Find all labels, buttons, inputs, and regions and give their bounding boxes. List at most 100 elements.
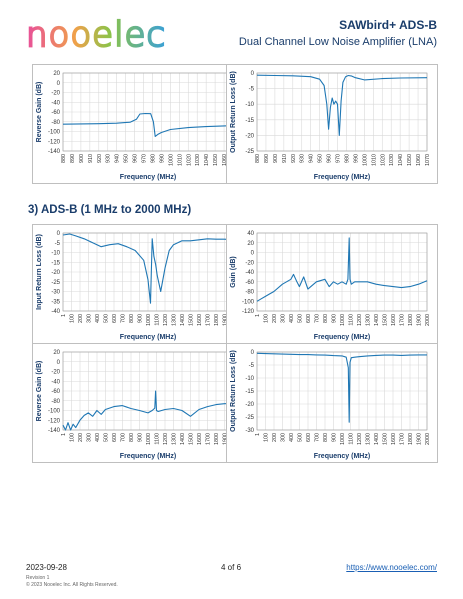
y-tick-label: -40: [51, 379, 60, 385]
x-tick-label: 1: [61, 314, 67, 317]
plot-area: [256, 232, 428, 312]
x-tick-label: 1300: [172, 314, 178, 326]
section-heading: 3) ADS-B (1 MHz to 2000 MHz): [28, 204, 192, 216]
x-tick-label: 920: [291, 154, 297, 163]
x-tick-label: 600: [306, 433, 312, 442]
y-tick-label: -20: [51, 370, 60, 376]
x-tick-label: 1200: [163, 314, 169, 326]
y-tick-label: -15: [51, 260, 60, 266]
x-tick-label: 800: [129, 433, 135, 442]
x-tick-label: 890: [264, 154, 270, 163]
x-tick-label: 1200: [357, 314, 363, 326]
chart-gain-2: 40 20 0 -20 -40 -60 -80 -100 -120 1 100 200 300 400 50…: [226, 224, 438, 344]
x-tick-label: 1700: [206, 314, 212, 326]
x-tick-label: 950: [318, 154, 324, 163]
chart-reverse-gain-1: 20 0 -20 -40 -60 -80 -100 -120 -140 880 890 900 910 9…: [32, 64, 244, 184]
y-tick-label: -80: [245, 290, 254, 296]
plot-area: [256, 351, 428, 431]
x-tick-label: 970: [336, 154, 342, 163]
x-tick-label: 1010: [371, 154, 377, 166]
x-tick-label: 1900: [223, 433, 229, 445]
x-tick-label: 1070: [425, 154, 431, 166]
y-tick-label: -15: [245, 118, 254, 124]
x-tick-label: 970: [142, 154, 148, 163]
y-tick-label: -20: [245, 133, 254, 139]
x-tick-label: 880: [61, 154, 67, 163]
y-axis-label: Input Return Loss (dB): [36, 234, 43, 310]
y-tick-label: 20: [53, 71, 60, 77]
footer-website-link[interactable]: https://www.nooelec.com/: [346, 563, 437, 572]
y-tick-label: -60: [245, 280, 254, 286]
chart-output-return-loss-1: 0 -5 -10 -15 -20 -25 880 890 900 910 920 930 940 950 9…: [226, 64, 438, 184]
y-tick-label: 20: [53, 350, 60, 356]
series-line: [256, 352, 427, 423]
chart-svg: 0-5-10-15-20-25-301 100 200 300 400 500 600 700…: [230, 350, 431, 460]
x-tick-label: 1300: [366, 314, 372, 326]
x-tick-label: 940: [309, 154, 315, 163]
y-tick-label: -60: [51, 110, 60, 116]
x-tick-label: 1900: [223, 314, 229, 326]
x-tick-label: 1000: [340, 433, 346, 445]
x-tick-label: 500: [298, 314, 304, 323]
x-tick-label: 700: [121, 433, 127, 442]
x-tick-label: 1200: [357, 433, 363, 445]
y-tick-label: -60: [51, 389, 60, 395]
y-tick-label: -100: [48, 130, 61, 136]
y-axis-label: Output Return Loss (dB): [230, 350, 237, 432]
plot-area: [256, 72, 428, 152]
document-title: SAWbird+ ADS-B: [339, 18, 437, 32]
x-tick-label: 100: [70, 433, 76, 442]
x-tick-label: 200: [78, 433, 84, 442]
x-tick-label: 1: [255, 433, 261, 436]
y-tick-label: -5: [55, 241, 61, 247]
y-tick-label: -120: [48, 139, 61, 145]
x-tick-label: 990: [353, 154, 359, 163]
x-tick-label: 1900: [417, 314, 423, 326]
x-tick-label: 200: [272, 433, 278, 442]
x-tick-label: 900: [79, 154, 85, 163]
x-tick-label: 400: [289, 433, 295, 442]
x-axis-label: Frequency (MHz): [314, 174, 370, 181]
x-tick-label: 1600: [197, 433, 203, 445]
x-tick-label: 100: [264, 314, 270, 323]
series-line: [62, 390, 233, 431]
series-line: [62, 233, 234, 304]
x-axis-label: Frequency (MHz): [314, 453, 370, 460]
y-tick-label: -25: [245, 415, 254, 421]
x-tick-label: 1400: [374, 314, 380, 326]
x-tick-label: 300: [281, 314, 287, 323]
y-tick-label: -40: [51, 100, 60, 106]
x-tick-label: 100: [264, 433, 270, 442]
x-tick-label: 1600: [197, 314, 203, 326]
x-tick-label: 900: [138, 314, 144, 323]
x-tick-label: 300: [87, 433, 93, 442]
x-tick-label: 500: [298, 433, 304, 442]
y-tick-label: -40: [51, 309, 60, 315]
x-tick-label: 1000: [168, 154, 174, 166]
footer-revision: Revision 1: [26, 575, 50, 581]
x-tick-label: 890: [70, 154, 76, 163]
x-tick-label: 1200: [163, 433, 169, 445]
x-tick-label: 1000: [362, 154, 368, 166]
x-tick-label: 700: [315, 433, 321, 442]
chart-output-return-loss-2: 0 -5 -10 -15 -20 -25 -30 1 100 200 300 400 500 600 700…: [226, 343, 438, 463]
x-tick-label: 400: [95, 433, 101, 442]
x-tick-label: 900: [332, 314, 338, 323]
y-tick-label: -15: [245, 389, 254, 395]
y-tick-label: -20: [51, 270, 60, 276]
x-tick-label: 600: [112, 314, 118, 323]
y-tick-label: 0: [57, 231, 61, 237]
x-tick-label: 1300: [172, 433, 178, 445]
x-tick-label: 100: [70, 314, 76, 323]
x-tick-label: 1020: [186, 154, 192, 166]
y-tick-label: -35: [51, 299, 60, 305]
y-tick-label: -30: [51, 290, 60, 296]
x-tick-label: 1000: [340, 314, 346, 326]
x-tick-label: 1030: [389, 154, 395, 166]
y-tick-label: -25: [51, 280, 60, 286]
y-tick-label: -140: [48, 149, 61, 155]
